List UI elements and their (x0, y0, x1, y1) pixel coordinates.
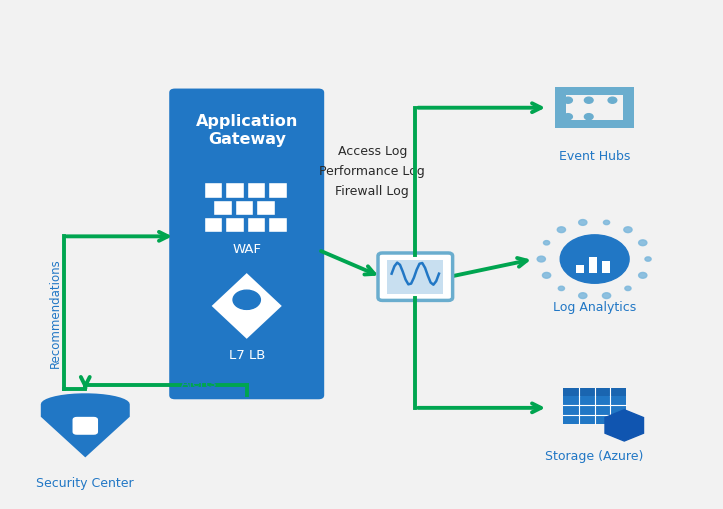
Polygon shape (40, 393, 129, 458)
Polygon shape (210, 272, 283, 341)
Circle shape (542, 273, 551, 279)
Text: Access Log
Performance Log
Firewall Log: Access Log Performance Log Firewall Log (320, 145, 425, 198)
Circle shape (558, 287, 565, 291)
Circle shape (557, 228, 565, 233)
Circle shape (638, 273, 647, 279)
FancyBboxPatch shape (234, 200, 253, 215)
FancyBboxPatch shape (225, 217, 244, 232)
Circle shape (578, 293, 587, 299)
FancyBboxPatch shape (388, 260, 443, 294)
FancyBboxPatch shape (602, 262, 610, 273)
FancyBboxPatch shape (225, 183, 244, 198)
Circle shape (625, 287, 631, 291)
Polygon shape (605, 410, 643, 441)
FancyBboxPatch shape (213, 200, 231, 215)
Circle shape (638, 240, 647, 246)
Circle shape (578, 220, 587, 226)
FancyBboxPatch shape (256, 200, 275, 215)
FancyBboxPatch shape (623, 95, 634, 122)
FancyBboxPatch shape (268, 183, 287, 198)
FancyBboxPatch shape (378, 253, 453, 301)
Circle shape (544, 241, 549, 245)
Circle shape (564, 115, 573, 121)
Circle shape (233, 291, 260, 310)
FancyBboxPatch shape (204, 183, 222, 198)
Circle shape (602, 293, 611, 299)
FancyBboxPatch shape (576, 265, 584, 273)
Circle shape (584, 98, 593, 104)
FancyBboxPatch shape (563, 388, 626, 396)
FancyBboxPatch shape (589, 258, 597, 273)
Text: Event Hubs: Event Hubs (559, 150, 630, 163)
FancyBboxPatch shape (555, 121, 634, 129)
Circle shape (537, 257, 545, 263)
FancyBboxPatch shape (72, 417, 98, 435)
Text: WAF: WAF (232, 243, 261, 256)
Text: Log Analytics: Log Analytics (553, 301, 636, 314)
Circle shape (564, 98, 573, 104)
Text: Alerts: Alerts (181, 376, 217, 389)
Circle shape (608, 98, 617, 104)
FancyBboxPatch shape (555, 95, 566, 122)
Circle shape (604, 221, 609, 225)
Circle shape (560, 235, 629, 284)
FancyBboxPatch shape (169, 90, 324, 400)
FancyBboxPatch shape (268, 217, 287, 232)
FancyBboxPatch shape (563, 388, 626, 425)
FancyBboxPatch shape (204, 217, 222, 232)
Text: L7 LB: L7 LB (228, 349, 265, 361)
Circle shape (645, 258, 651, 262)
Text: Security Center: Security Center (36, 476, 134, 489)
Text: Application
Gateway: Application Gateway (195, 114, 298, 147)
Text: Recommendations: Recommendations (48, 258, 61, 367)
Text: Storage (Azure): Storage (Azure) (545, 449, 644, 462)
FancyBboxPatch shape (247, 183, 265, 198)
FancyBboxPatch shape (247, 217, 265, 232)
Circle shape (624, 228, 632, 233)
Circle shape (584, 115, 593, 121)
FancyBboxPatch shape (555, 88, 634, 96)
